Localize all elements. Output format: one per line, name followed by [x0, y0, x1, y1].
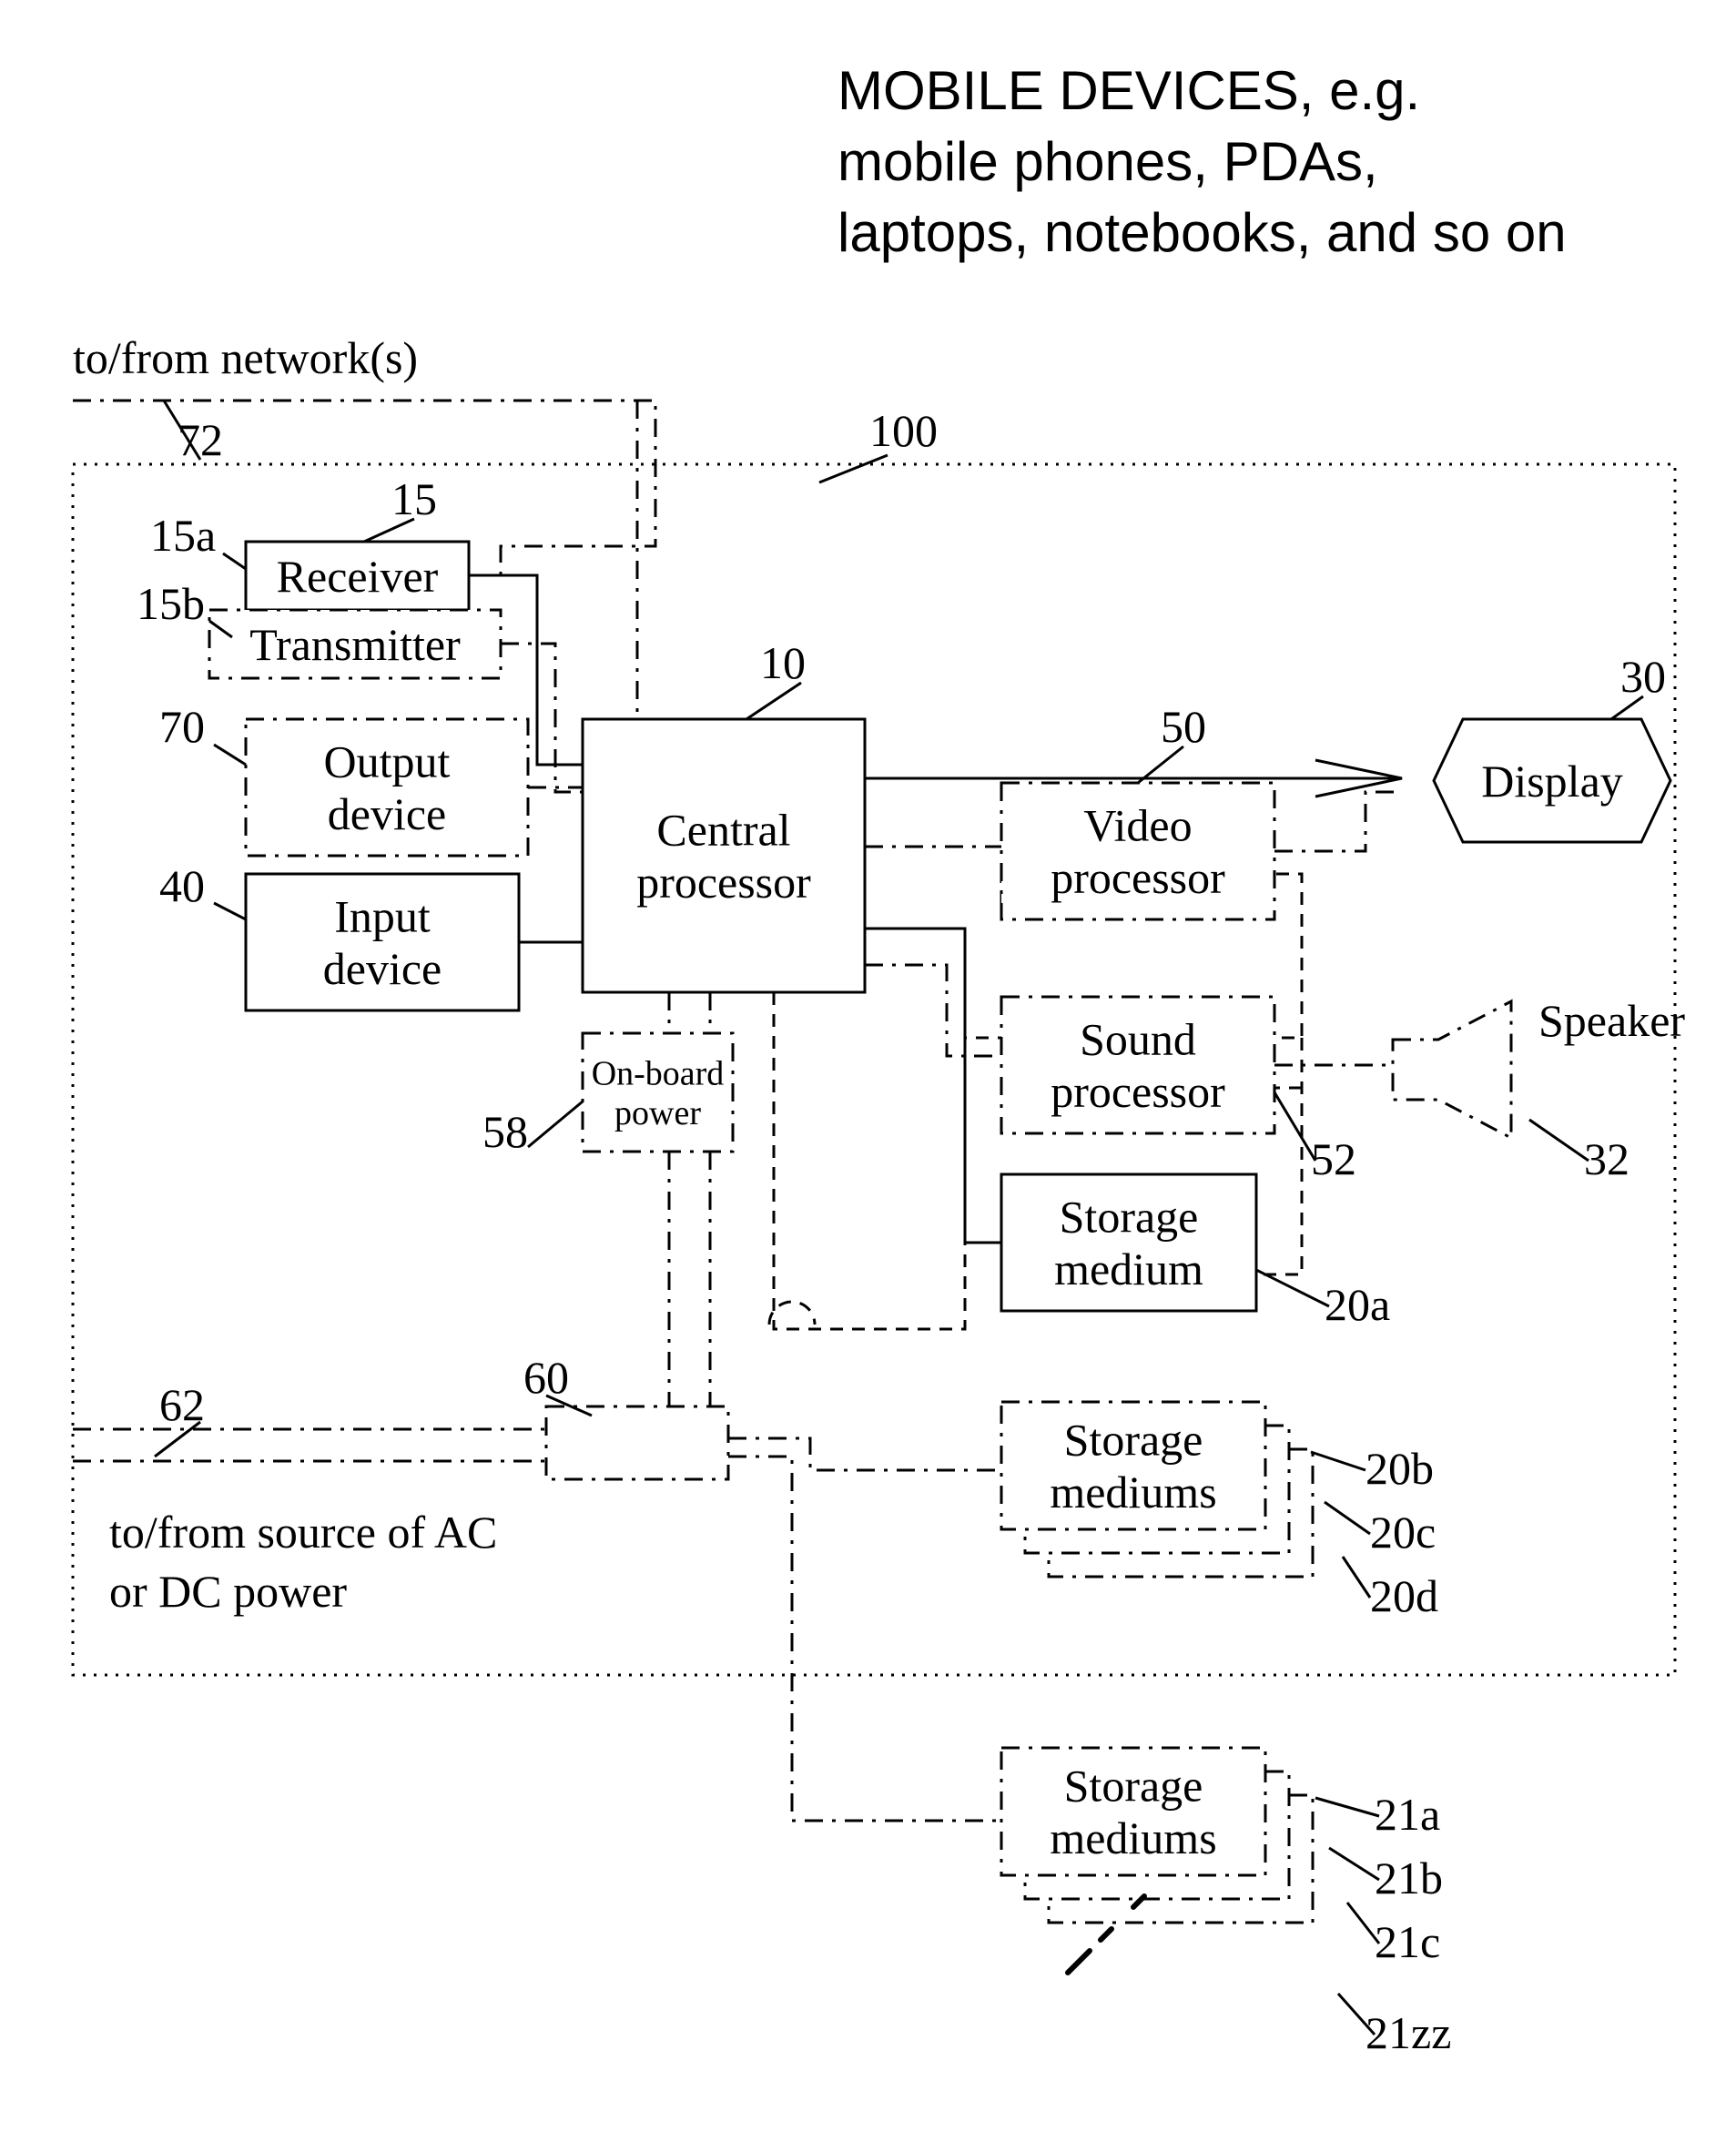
ref-15b: 15b	[137, 578, 205, 629]
ref-58: 58	[482, 1106, 528, 1157]
ref-62: 62	[159, 1379, 205, 1430]
svg-text:Central: Central	[656, 805, 790, 856]
speaker-icon	[1393, 1001, 1511, 1138]
svg-text:Sound: Sound	[1080, 1014, 1196, 1065]
svg-text:processor: processor	[1051, 852, 1225, 903]
speaker-label: Speaker	[1538, 995, 1685, 1046]
leader	[1311, 1452, 1365, 1470]
svg-text:mediums: mediums	[1050, 1467, 1216, 1518]
svg-text:power: power	[614, 1094, 701, 1132]
label-network: to/from network(s)	[73, 332, 418, 383]
ref-20a: 20a	[1325, 1279, 1390, 1330]
leader	[1274, 1092, 1315, 1161]
leader	[819, 455, 888, 482]
connection	[728, 1457, 1001, 1821]
leader	[1329, 1848, 1379, 1880]
svg-text:Storage: Storage	[1064, 1415, 1203, 1466]
svg-text:Display: Display	[1481, 756, 1623, 807]
ref-32: 32	[1584, 1133, 1629, 1184]
leader	[214, 745, 246, 765]
wire-hop	[769, 1302, 815, 1325]
block-central	[583, 719, 865, 992]
ref-60: 60	[523, 1352, 569, 1403]
svg-text:On-board: On-board	[592, 1054, 725, 1092]
ref-21c: 21c	[1375, 1916, 1440, 1967]
title-line: MOBILE DEVICES, e.g.	[838, 60, 1420, 121]
ref-15: 15	[391, 473, 437, 524]
svg-text:device: device	[323, 943, 442, 994]
svg-text:Input: Input	[334, 891, 431, 942]
leader	[223, 553, 246, 569]
label-power-1: to/from source of AC	[109, 1507, 497, 1558]
leader	[214, 903, 246, 919]
title-line: mobile phones, PDAs,	[838, 131, 1378, 192]
leader	[1529, 1120, 1589, 1161]
ref-52: 52	[1311, 1133, 1356, 1184]
leader	[528, 1101, 583, 1147]
ref-70: 70	[159, 701, 205, 752]
leader	[1315, 1798, 1379, 1816]
svg-text:Storage: Storage	[1064, 1761, 1203, 1812]
ref-21zz: 21zz	[1365, 2007, 1451, 2058]
leader	[746, 683, 801, 719]
ref-20b: 20b	[1365, 1443, 1434, 1494]
ref-21b: 21b	[1375, 1853, 1443, 1903]
connection	[1274, 792, 1402, 851]
label-power-2: or DC power	[109, 1566, 347, 1617]
svg-text:medium: medium	[1054, 1243, 1203, 1294]
block-port60	[546, 1406, 728, 1479]
ref-72: 72	[178, 414, 223, 465]
connection	[865, 965, 1001, 1056]
ref-50: 50	[1161, 701, 1206, 752]
ref-100: 100	[869, 405, 938, 456]
connection	[865, 929, 1001, 1243]
svg-text:device: device	[328, 788, 446, 839]
leader	[1343, 1557, 1370, 1598]
ref-20c: 20c	[1370, 1507, 1436, 1558]
ref-15a: 15a	[150, 510, 216, 561]
svg-text:Output: Output	[324, 736, 451, 787]
svg-text:Video: Video	[1083, 800, 1192, 851]
ref-10: 10	[760, 637, 806, 688]
ref-20d: 20d	[1370, 1570, 1438, 1621]
svg-text:Storage: Storage	[1060, 1192, 1199, 1243]
leader	[1325, 1502, 1370, 1534]
connection	[728, 1438, 1001, 1470]
ref-21a: 21a	[1375, 1789, 1440, 1840]
title-line: laptops, notebooks, and so on	[838, 202, 1567, 263]
svg-text:Transmitter: Transmitter	[249, 619, 461, 670]
svg-text:processor: processor	[636, 857, 811, 908]
ref-40: 40	[159, 860, 205, 911]
svg-text:processor: processor	[1051, 1066, 1225, 1117]
svg-text:mediums: mediums	[1050, 1812, 1216, 1863]
ref-30: 30	[1620, 651, 1666, 702]
svg-text:Receiver: Receiver	[277, 551, 439, 602]
